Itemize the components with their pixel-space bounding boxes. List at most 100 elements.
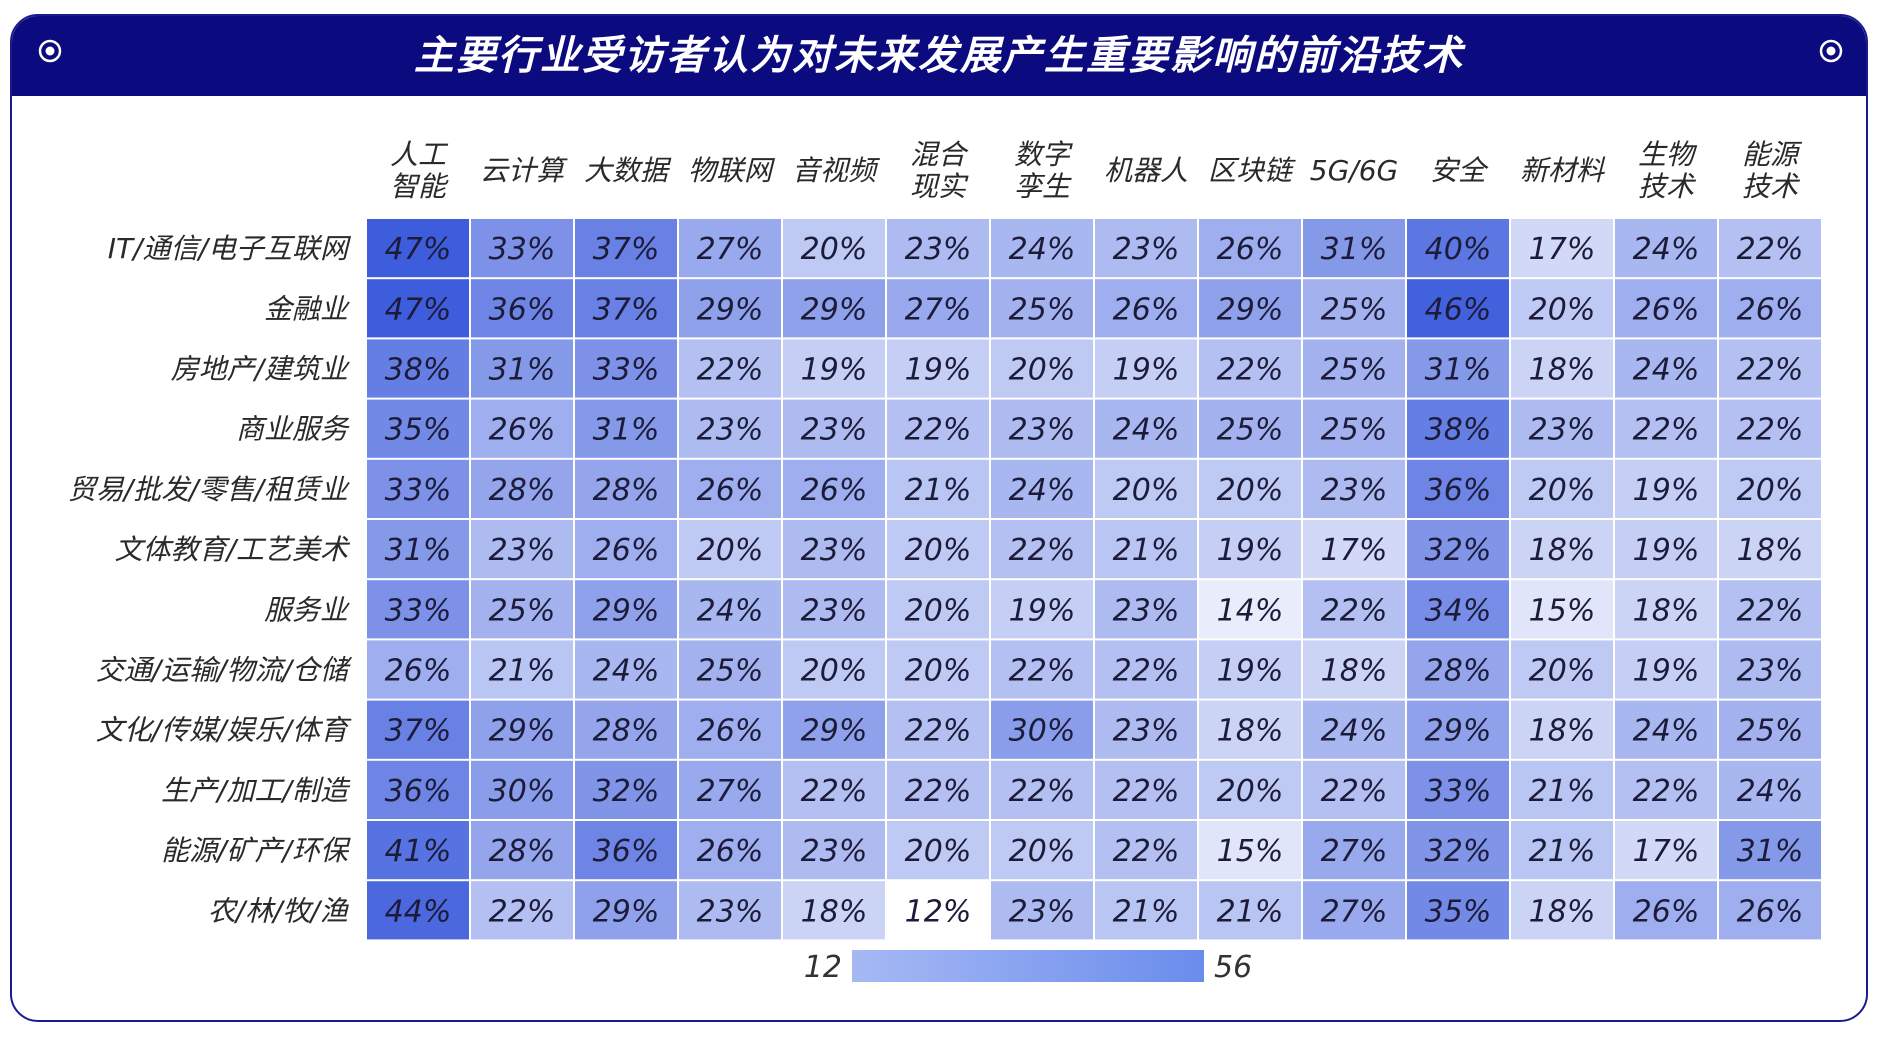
heatmap-cell — [471, 279, 573, 338]
cell-value-label: 26% — [1633, 292, 1700, 327]
cell-value-label: 20% — [697, 533, 764, 568]
cell-value-label: 47% — [385, 232, 452, 267]
heatmap-cell — [367, 279, 469, 338]
legend-max-label: 56 — [1214, 950, 1252, 985]
cell-value-label: 23% — [1113, 232, 1180, 267]
cell-value-label: 20% — [1217, 774, 1284, 809]
heatmap-cell — [471, 219, 573, 278]
heatmap-cell — [991, 700, 1093, 759]
heatmap-cell — [991, 760, 1093, 819]
heatmap-cell — [1615, 821, 1717, 880]
heatmap-cell — [575, 399, 677, 458]
heatmap-cell — [1407, 640, 1509, 699]
cell-value-label: 22% — [1737, 593, 1804, 628]
heatmap-cell — [991, 640, 1093, 699]
cell-value-label: 26% — [801, 473, 868, 508]
heatmap-cell — [1511, 640, 1613, 699]
heatmap-cell — [1199, 580, 1301, 639]
heatmap-cell — [1511, 279, 1613, 338]
heatmap-cell — [1199, 399, 1301, 458]
heatmap-cell — [1719, 459, 1821, 518]
cell-value-label: 28% — [1425, 654, 1492, 689]
heatmap-cell — [783, 821, 885, 880]
cell-value-label: 36% — [1425, 473, 1492, 508]
heatmap-cell — [1303, 700, 1405, 759]
column-header: 数字孪生 — [1014, 138, 1073, 203]
heatmap-cell — [471, 640, 573, 699]
heatmap-cell — [1199, 821, 1301, 880]
target-icon — [38, 39, 62, 63]
cell-value-label: 19% — [801, 353, 868, 388]
heatmap-cell — [679, 399, 781, 458]
heatmap-cell — [1511, 459, 1613, 518]
heatmap-cell — [679, 520, 781, 579]
cell-value-label: 22% — [905, 413, 972, 448]
cell-value-label: 20% — [1529, 473, 1596, 508]
cell-value-label: 36% — [489, 292, 556, 327]
heatmap-cell — [471, 821, 573, 880]
cell-value-label: 32% — [593, 774, 660, 809]
cell-value-label: 31% — [1425, 353, 1492, 388]
heatmap-cell — [1303, 821, 1405, 880]
heatmap-cell — [1407, 399, 1509, 458]
heatmap-cell — [575, 459, 677, 518]
cell-value-label: 20% — [1529, 292, 1596, 327]
cell-value-label: 23% — [801, 533, 868, 568]
cell-value-label: 38% — [1425, 413, 1492, 448]
cell-value-label: 20% — [1113, 473, 1180, 508]
cell-value-label: 31% — [489, 353, 556, 388]
cell-value-label: 41% — [385, 834, 452, 869]
row-label: 服务业 — [264, 593, 350, 626]
heatmap-cell — [1303, 219, 1405, 278]
heatmap-cell — [575, 279, 677, 338]
heatmap-cell — [679, 339, 781, 398]
cell-value-label: 12% — [905, 894, 972, 929]
cell-value-label: 22% — [697, 353, 764, 388]
row-label: 商业服务 — [236, 413, 350, 446]
cell-value-label: 21% — [1113, 533, 1180, 568]
cell-value-label: 27% — [905, 292, 972, 327]
cell-value-label: 18% — [1529, 894, 1596, 929]
heatmap-cell — [1615, 279, 1717, 338]
heatmap-cell — [1407, 339, 1509, 398]
cell-value-label: 26% — [1737, 292, 1804, 327]
heatmap-cell — [367, 459, 469, 518]
cell-value-label: 18% — [1633, 593, 1700, 628]
cell-value-label: 26% — [697, 473, 764, 508]
heatmap-cell — [1407, 219, 1509, 278]
cell-value-label: 24% — [1113, 413, 1180, 448]
heatmap-cell — [1199, 339, 1301, 398]
cell-value-label: 31% — [1321, 232, 1388, 267]
cell-value-label: 24% — [697, 593, 764, 628]
column-header: 物联网 — [688, 154, 776, 187]
cell-value-label: 32% — [1425, 834, 1492, 869]
cell-value-label: 20% — [1737, 473, 1804, 508]
cell-value-label: 23% — [1009, 413, 1076, 448]
heatmap-cell — [887, 881, 989, 940]
cell-value-label: 26% — [593, 533, 660, 568]
heatmap-cell — [1407, 580, 1509, 639]
heatmap-cell — [1199, 881, 1301, 940]
cell-value-label: 20% — [1009, 834, 1076, 869]
heatmap-cell — [367, 640, 469, 699]
heatmap-cell — [1407, 821, 1509, 880]
heatmap-cell — [1095, 881, 1197, 940]
heatmap-cell — [471, 700, 573, 759]
cell-value-label: 21% — [1529, 834, 1596, 869]
heatmap-cell — [1719, 339, 1821, 398]
cell-value-label: 19% — [1633, 533, 1700, 568]
column-header: 音视频 — [792, 154, 881, 187]
heatmap-cell — [887, 399, 989, 458]
cell-value-label: 15% — [1217, 834, 1284, 869]
heatmap-cell — [1303, 640, 1405, 699]
heatmap-cell — [575, 760, 677, 819]
page-title: 主要行业受访者认为对未来发展产生重要影响的前沿技术 — [414, 33, 1464, 79]
cell-value-label: 22% — [489, 894, 556, 929]
heatmap-cell — [1303, 520, 1405, 579]
heatmap-cell — [575, 219, 677, 278]
cell-value-label: 25% — [489, 593, 556, 628]
heatmap-cell — [1719, 640, 1821, 699]
cell-value-label: 22% — [1633, 774, 1700, 809]
cell-value-label: 30% — [489, 774, 556, 809]
cell-value-label: 28% — [489, 473, 556, 508]
